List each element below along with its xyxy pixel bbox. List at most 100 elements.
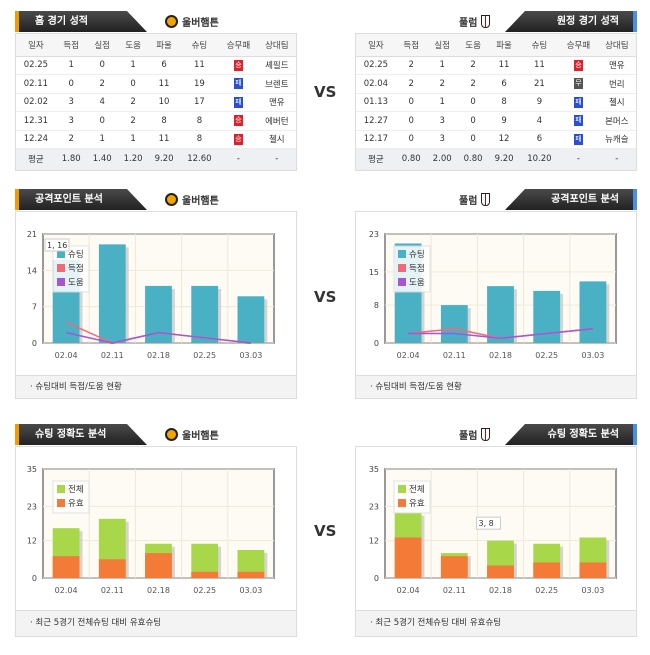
table-cell: 평균 xyxy=(16,148,56,170)
table-cell: 3 xyxy=(426,111,458,131)
home-accuracy-section: 슈팅 정확도 분석 울버햄튼 0 12 23 35 02.04 02.11 02.18 02.… xyxy=(15,424,297,637)
y-tick-label: 15 xyxy=(369,268,379,277)
tooltip-box xyxy=(44,238,70,252)
table-cell: 1.40 xyxy=(86,148,118,170)
column-header: 슈팅 xyxy=(179,34,220,57)
footer-text: 최근 5경기 전체슈팅 대비 유효슈팅 xyxy=(35,618,162,628)
table-cell: 02.11 xyxy=(16,74,56,94)
table-cell: 8 xyxy=(488,93,520,112)
x-tick-label: 02.11 xyxy=(443,351,466,360)
table-row: 01.13 0 1 0 8 9 패 첼시 xyxy=(356,93,636,112)
tooltip-box xyxy=(476,516,501,530)
result-badge: 승 xyxy=(573,59,583,71)
bar-유효 xyxy=(237,571,265,578)
away-team-label: 풀럼 xyxy=(459,192,491,207)
table-cell: 02.25 xyxy=(16,56,56,75)
fulham-logo-icon xyxy=(481,428,491,441)
result-badge: 패 xyxy=(233,78,243,90)
column-header: 승무패 xyxy=(559,34,598,57)
table-row: 02.25 2 1 2 11 11 승 맨유 xyxy=(356,56,636,75)
table-cell: 1 xyxy=(86,130,118,149)
table-cell: 1 xyxy=(426,93,458,112)
table-cell: 2.00 xyxy=(426,148,458,170)
column-header: 일자 xyxy=(356,34,396,57)
column-header: 득점 xyxy=(55,34,87,57)
result-badge: 패 xyxy=(573,115,583,127)
table-cell: 0 xyxy=(457,93,489,112)
table-cell: 3 xyxy=(55,111,87,131)
result-cell: 승 xyxy=(559,56,598,75)
table-cell: 4 xyxy=(519,111,560,131)
bar-슈팅 xyxy=(440,305,468,343)
legend-label: 유효 xyxy=(409,499,425,509)
away-record-table: 일자 득점 실점 도움 파울 슈팅 승무패 상대팀 02.25 2 1 2 11 11 승 맨유 02.04 2 2… xyxy=(356,34,636,170)
home-team-label: 울버햄튼 xyxy=(165,14,219,29)
column-header: 파울 xyxy=(148,34,180,57)
y-tick-label: 0 xyxy=(374,574,379,583)
chart-footer: · 최근 5경기 전체슈팅 대비 유효슈팅 xyxy=(16,610,296,636)
bar-유효 xyxy=(533,562,561,578)
bar-유효 xyxy=(394,537,422,578)
result-badge: 무 xyxy=(573,78,583,90)
table-cell: 3 xyxy=(55,93,87,112)
table-row: 02.02 3 4 2 10 17 패 맨유 xyxy=(16,93,296,112)
result-cell: 패 xyxy=(559,111,598,131)
chart-footer: · 슈팅대비 득점/도움 현황 xyxy=(16,375,296,398)
bar-슈팅 xyxy=(237,296,265,343)
table-cell: 1 xyxy=(117,130,149,149)
line-도움 xyxy=(408,328,593,340)
bar-유효 xyxy=(145,553,172,578)
y-tick-label: 8 xyxy=(374,301,379,310)
away-record-section: 풀럼 원정 경기 성적 일자 득점 실점 도움 파울 슈팅 승무패 상대팀 02.25 2 1 2 11… xyxy=(355,11,637,171)
tooltip-text: 1, 16 xyxy=(47,241,67,250)
x-tick-label: 02.18 xyxy=(489,586,512,595)
legend-swatch xyxy=(398,264,406,272)
x-tick-label: 02.04 xyxy=(55,351,78,360)
fulham-logo-icon xyxy=(481,15,491,28)
footer-text: 최근 5경기 전체슈팅 대비 유효슈팅 xyxy=(375,618,502,628)
x-tick-label: 02.11 xyxy=(443,586,466,595)
table-cell: 2 xyxy=(457,56,489,75)
table-row: 12.31 3 0 2 8 8 승 에버턴 xyxy=(16,111,296,131)
result-cell: 승 xyxy=(219,130,258,149)
table-cell: 0 xyxy=(86,111,118,131)
table-cell: 02.02 xyxy=(16,93,56,112)
result-badge: 패 xyxy=(573,96,583,108)
table-row: 12.27 0 3 0 9 4 패 본머스 xyxy=(356,111,636,131)
legend-label: 슈팅 xyxy=(409,249,425,260)
legend-swatch xyxy=(57,250,65,258)
table-cell: 12.27 xyxy=(356,111,396,131)
x-tick-label: 02.25 xyxy=(193,586,216,595)
legend-swatch xyxy=(57,278,65,286)
chart-footer: · 슈팅대비 득점/도움 현황 xyxy=(356,375,636,398)
table-cell: 평균 xyxy=(356,148,396,170)
legend-swatch xyxy=(398,499,406,507)
y-tick-label: 7 xyxy=(32,303,37,312)
table-cell: 10.20 xyxy=(519,148,560,170)
x-tick-label: 02.11 xyxy=(101,586,124,595)
table-cell: 2 xyxy=(117,111,149,131)
accuracy-tab: 슈팅 정확도 분석 xyxy=(15,424,147,445)
table-cell: 8 xyxy=(179,130,220,149)
table-cell: 17 xyxy=(179,93,220,112)
x-tick-label: 03.03 xyxy=(239,351,262,360)
table-cell: 맨유 xyxy=(257,93,296,112)
table-cell: 12.60 xyxy=(179,148,220,170)
bar-유효 xyxy=(579,562,607,578)
table-cell: 6 xyxy=(519,130,560,149)
table-cell: 9.20 xyxy=(148,148,180,170)
y-tick-label: 0 xyxy=(374,339,379,348)
vs-label: VS xyxy=(314,83,337,101)
table-cell: 브렌트 xyxy=(257,74,296,94)
result-cell: 패 xyxy=(219,93,258,112)
table-header: 일자 득점 실점 도움 파울 슈팅 승무패 상대팀 xyxy=(356,34,636,57)
away-team-label: 풀럼 xyxy=(459,14,491,29)
table-cell: 2 xyxy=(86,74,118,94)
x-tick-label: 02.18 xyxy=(147,351,170,360)
legend-swatch xyxy=(57,264,65,272)
table-cell: 9.20 xyxy=(488,148,520,170)
table-header: 일자 득점 실점 도움 파울 슈팅 승무패 상대팀 xyxy=(16,34,296,57)
y-tick-label: 23 xyxy=(27,502,37,511)
